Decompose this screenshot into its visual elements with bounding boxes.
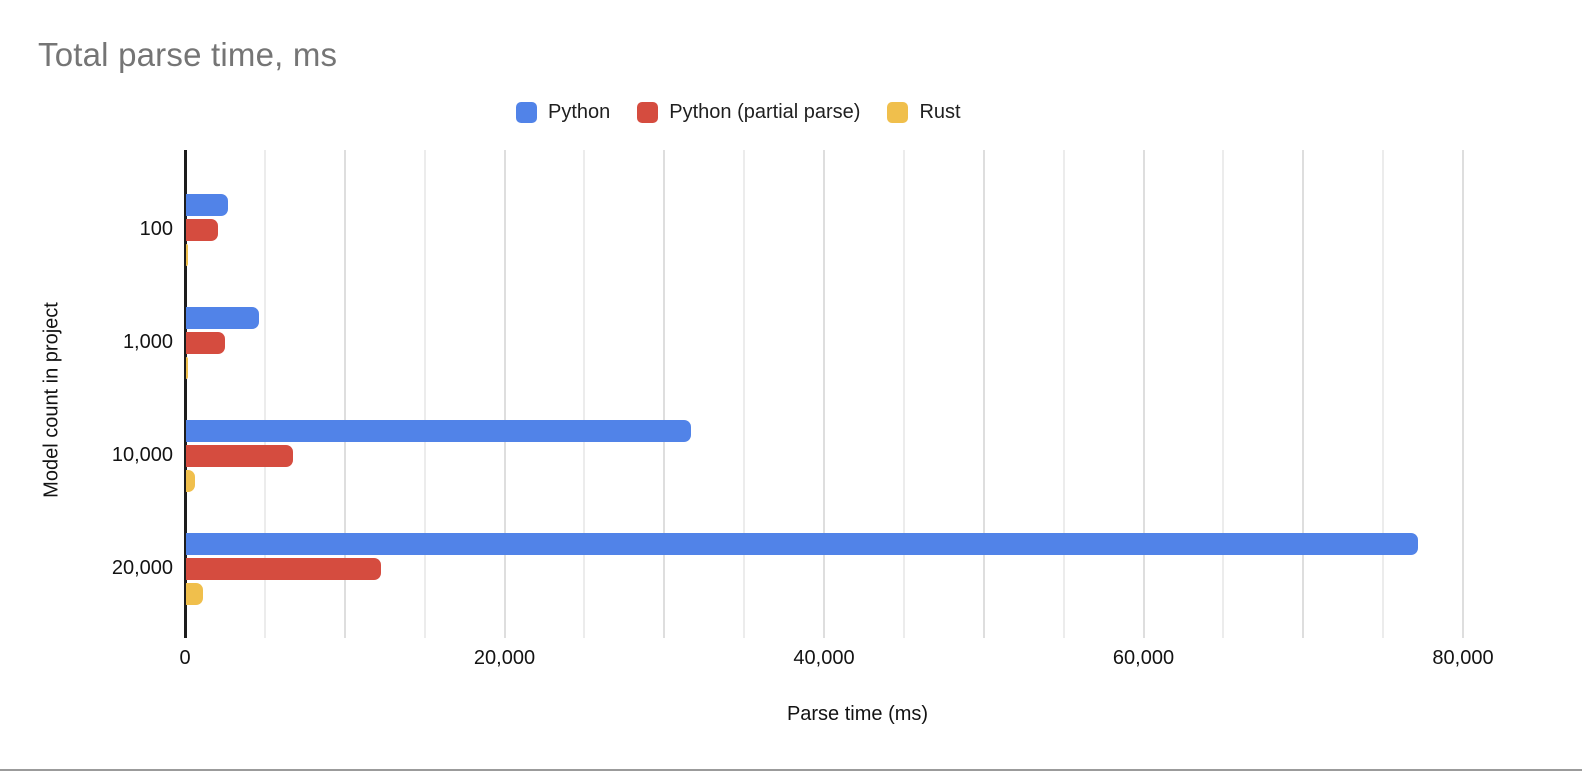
y-tick-label: 1,000 [122, 331, 173, 353]
gridline-major [1462, 150, 1464, 638]
legend-swatch-rust [887, 102, 909, 123]
gridline-major [503, 150, 506, 638]
legend-item-python-partial-parse[interactable]: Python (partial parse) [637, 101, 860, 124]
gridline-major [823, 150, 825, 638]
legend: Python Python (partial parse) Rust [516, 101, 961, 124]
plot-area [184, 150, 1530, 638]
legend-swatch-python-partial-parse [637, 102, 659, 123]
gridline-major [1302, 150, 1305, 638]
bar-rust-20000[interactable] [186, 583, 203, 605]
gridline-minor [583, 150, 586, 638]
bar-python-1000[interactable] [186, 307, 259, 329]
chart-title: Total parse time, ms [38, 36, 338, 73]
gridline-major [1142, 150, 1145, 638]
x-tick-label: 40,000 [793, 647, 855, 669]
y-axis-line [184, 150, 187, 638]
x-tick-label: 20,000 [473, 647, 536, 669]
gridline-minor [902, 150, 905, 638]
bar-python-partial-parse-100[interactable] [186, 219, 218, 241]
window-bottom-divider [0, 769, 1582, 771]
gridline-major [343, 150, 346, 638]
bar-python-partial-parse-20000[interactable] [186, 558, 381, 580]
legend-item-rust[interactable]: Rust [887, 101, 961, 124]
legend-swatch-python [516, 102, 537, 123]
bar-python-partial-parse-10000[interactable] [186, 445, 294, 467]
y-tick-label: 10,000 [111, 444, 173, 466]
x-tick-label: 80,000 [1432, 647, 1494, 669]
bar-rust-100[interactable] [186, 244, 188, 266]
gridline-major [663, 150, 666, 638]
gridline-minor [743, 150, 746, 638]
x-axis-title: Parse time (ms) [786, 703, 929, 725]
bar-python-10000[interactable] [186, 420, 691, 442]
y-tick-label: 20,000 [111, 557, 173, 579]
bar-python-20000[interactable] [186, 533, 1418, 555]
legend-label: Rust [919, 101, 961, 123]
legend-label: Python (partial parse) [669, 101, 861, 123]
gridline-minor [1382, 150, 1385, 638]
y-tick-label: 100 [139, 218, 173, 240]
bar-rust-10000[interactable] [186, 470, 196, 492]
gridline-minor [1222, 150, 1225, 638]
legend-item-python[interactable]: Python [516, 101, 610, 124]
bar-python-partial-parse-1000[interactable] [186, 332, 226, 354]
gridline-major [982, 150, 985, 638]
gridline-minor [263, 150, 266, 638]
gridline-minor [423, 150, 426, 638]
bar-rust-1000[interactable] [186, 357, 188, 379]
bar-python-100[interactable] [186, 194, 228, 216]
x-tick-label: 0 [179, 647, 191, 669]
gridline-minor [1062, 150, 1065, 638]
x-tick-label: 60,000 [1112, 647, 1175, 669]
legend-label: Python [548, 101, 611, 123]
